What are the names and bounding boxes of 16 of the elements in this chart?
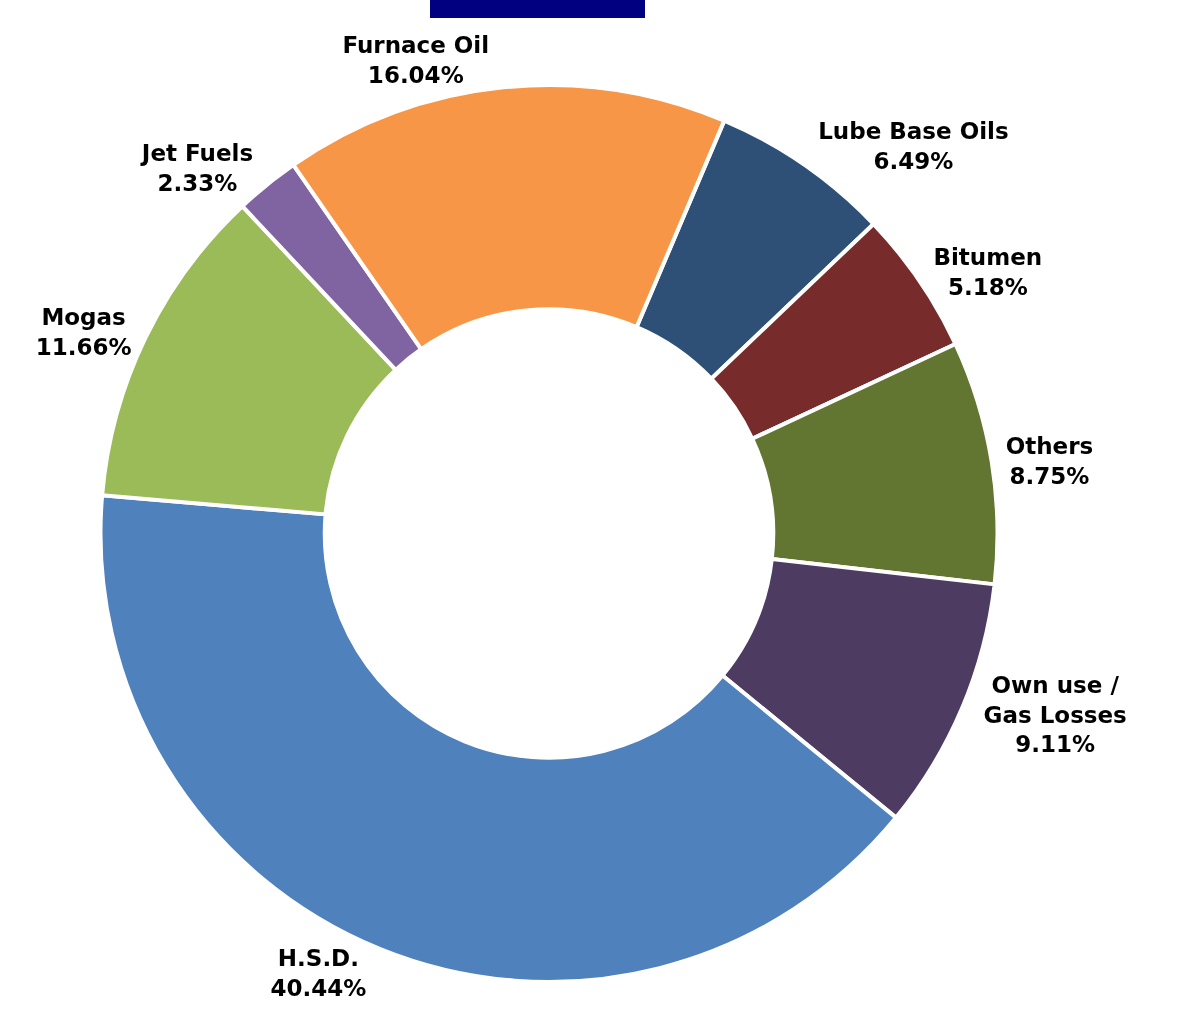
slice-label: Lube Base Oils [818, 117, 1009, 144]
data-label: 6.49% [873, 147, 954, 174]
slice-label: Mogas [41, 304, 126, 331]
slice-label: Furnace Oil [342, 31, 490, 58]
slice-label: Bitumen [933, 243, 1043, 270]
data-label: 5.18% [947, 273, 1028, 300]
slice-label: Own use / Gas Losses [983, 671, 1127, 728]
data-label: 9.11% [1015, 731, 1096, 758]
slice-label: Others [1005, 432, 1094, 459]
data-label: 16.04% [367, 61, 464, 88]
data-label: 40.44% [270, 974, 367, 1001]
data-label: 2.33% [157, 169, 238, 196]
slice-label: H.S.D. [277, 945, 359, 972]
data-label: 8.75% [1009, 462, 1090, 489]
data-label: 11.66% [35, 334, 132, 361]
slice-label: Jet Fuels [139, 139, 254, 166]
